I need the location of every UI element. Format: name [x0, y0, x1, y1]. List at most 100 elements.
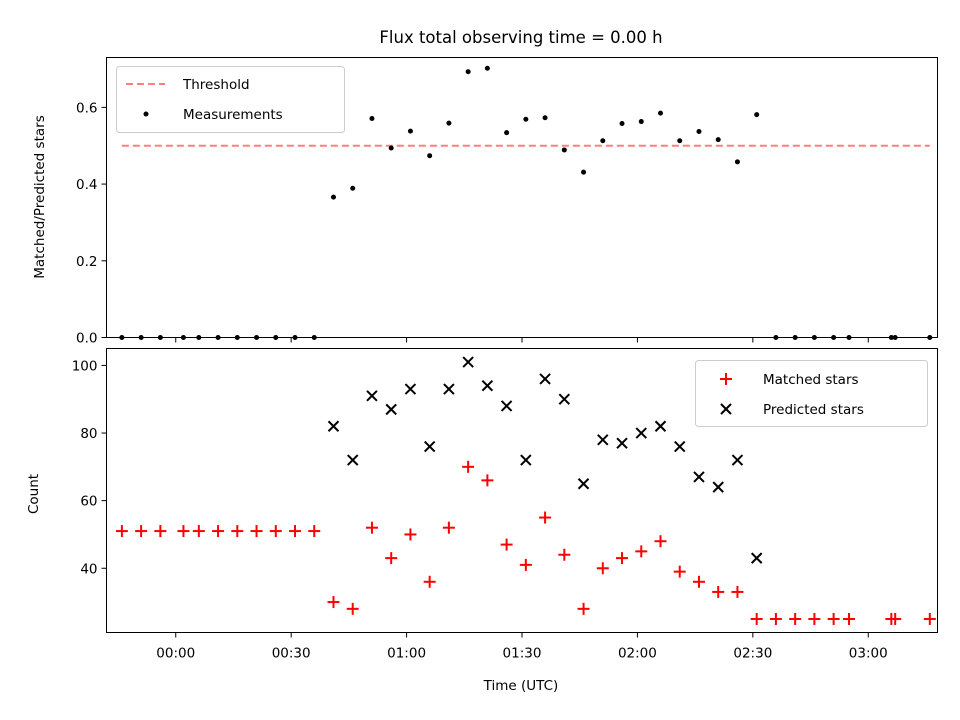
predicted-star-point	[366, 390, 378, 402]
measurement-point	[234, 335, 240, 340]
matched-star-point	[212, 525, 225, 538]
matched-star-point	[731, 585, 744, 598]
measurement-point	[311, 335, 317, 340]
measurement-point	[273, 335, 279, 340]
bottom-xtick-label: 02:30	[733, 646, 772, 662]
bottom-xtick-label: 00:30	[272, 646, 311, 662]
measurement-point	[407, 128, 413, 134]
predicted-star-x-b	[327, 420, 340, 432]
measurement-point	[180, 335, 186, 340]
measurement-point	[465, 69, 471, 75]
measurement-point	[600, 138, 606, 144]
measurement-point	[773, 335, 779, 340]
measurement-point	[754, 112, 760, 118]
top-ylabel: Matched/Predicted stars	[32, 115, 48, 278]
predicted-star-point	[500, 400, 513, 412]
predicted-star-point	[654, 420, 667, 432]
measurement-point	[484, 65, 490, 71]
measurement-point	[504, 130, 510, 136]
matched-star-point	[654, 535, 667, 548]
measurement-point	[138, 335, 144, 340]
measurement-point	[330, 194, 336, 200]
predicted-star-x-b	[712, 481, 724, 493]
top-ytick-label: 0.0	[76, 331, 97, 347]
bottom-ytick-label: 60	[80, 494, 97, 510]
predicted-star-x-b	[481, 379, 494, 392]
matched-star-point	[346, 602, 359, 615]
predicted-star-x-b	[577, 478, 590, 490]
matched-star-point	[519, 558, 532, 571]
matched-star-point	[115, 525, 128, 538]
top-ytick-label: 0.4	[76, 177, 97, 193]
matched-star-point	[577, 602, 590, 615]
top-ytick-label: 0.2	[76, 254, 97, 270]
measurement-point	[157, 335, 163, 340]
measurement-point	[523, 116, 529, 122]
bottom-yticks: 40 60 80 100	[72, 358, 107, 577]
measurement-point	[734, 159, 740, 165]
measurement-point	[831, 335, 837, 340]
legend-measurements-swatch	[143, 111, 149, 117]
predicted-star-point	[693, 471, 705, 483]
predicted-star-point	[327, 420, 340, 432]
measurement-point	[619, 120, 625, 126]
predicted-star-x-b	[750, 552, 763, 564]
predicted-star-point	[674, 440, 686, 453]
predicted-star-point	[750, 552, 763, 564]
matched-star-point	[423, 575, 436, 588]
bottom-ytick-label: 100	[72, 358, 98, 374]
matched-star-point	[808, 612, 821, 625]
legend-predicted-label: Predicted stars	[763, 402, 864, 418]
chart-title: Flux total observing time = 0.00 h	[379, 28, 662, 47]
top-legend: Threshold Measurements	[116, 66, 345, 133]
measurement-point	[638, 119, 644, 125]
top-legend-box	[116, 66, 345, 133]
predicted-star-point	[443, 383, 455, 395]
matched-star-point	[250, 525, 263, 538]
measurement-point	[581, 169, 587, 175]
predicted-star-point	[385, 403, 397, 416]
matched-star-point	[635, 545, 648, 558]
measurement-point	[888, 335, 894, 340]
matched-star-point	[462, 460, 475, 473]
measurement-point	[677, 138, 683, 144]
matched-star-point	[135, 525, 148, 538]
predicted-star-x-b	[539, 373, 551, 385]
predicted-star-point	[539, 373, 551, 385]
legend-measurements-label: Measurements	[183, 107, 283, 123]
matched-star-point	[154, 525, 167, 538]
matched-star-point	[889, 612, 902, 625]
predicted-star-x-b	[443, 383, 455, 395]
measurement-point	[119, 335, 125, 340]
measurement-point	[561, 147, 567, 153]
predicted-star-x-b	[520, 454, 532, 466]
predicted-star-x-b	[462, 356, 474, 368]
bottom-xtick-label: 01:00	[387, 646, 426, 662]
predicted-star-x-b	[731, 454, 744, 466]
bottom-xtick-label: 00:00	[156, 646, 195, 662]
bottom-xlabel: Time (UTC)	[483, 678, 559, 694]
measurement-point	[715, 137, 721, 143]
predicted-star-point	[577, 478, 590, 490]
predicted-star-x-b	[404, 383, 417, 395]
predicted-star-x-b	[500, 400, 513, 412]
top-ytick-label: 0.6	[76, 100, 97, 116]
measurement-point	[446, 120, 452, 126]
measurement-point	[811, 335, 817, 340]
matched-star-point	[843, 612, 856, 625]
bottom-xtick-label: 02:00	[618, 646, 657, 662]
predicted-star-point	[597, 434, 609, 446]
matched-star-point	[769, 612, 782, 625]
legend-predicted-swatch	[720, 403, 732, 415]
matched-star-point	[750, 612, 763, 625]
measurement-point	[388, 145, 394, 151]
measurement-point	[215, 335, 221, 340]
matched-star-point	[327, 596, 340, 609]
predicted-star-x-b	[654, 420, 667, 432]
predicted-star-point	[731, 454, 744, 466]
matched-star-point	[177, 525, 190, 538]
measurement-point	[427, 153, 433, 159]
legend-matched-swatch	[720, 373, 732, 385]
matched-stars-points	[115, 460, 936, 625]
